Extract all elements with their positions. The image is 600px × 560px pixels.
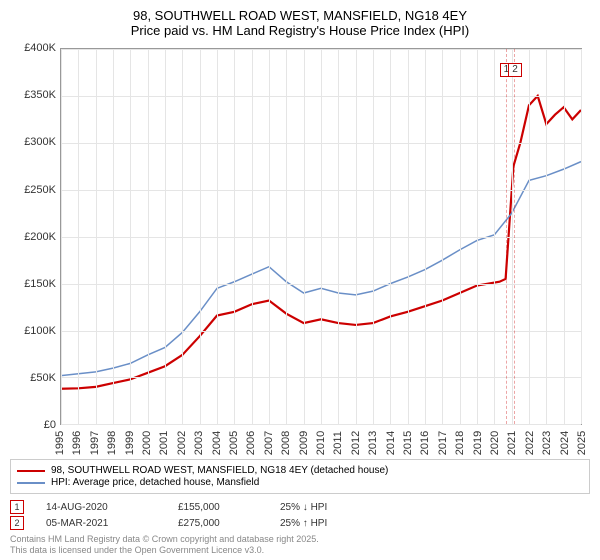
- event-date: 14-AUG-2020: [46, 502, 156, 513]
- chart-container: 98, SOUTHWELL ROAD WEST, MANSFIELD, NG18…: [0, 0, 600, 560]
- y-axis-label: £200K: [12, 231, 56, 243]
- x-axis-label: 2019: [472, 431, 484, 455]
- event-delta: 25% ↓ HPI: [280, 502, 327, 513]
- x-axis-label: 1995: [54, 431, 66, 455]
- y-axis-label: £300K: [12, 136, 56, 148]
- x-axis-label: 2022: [524, 431, 536, 455]
- event-marker: 1: [10, 500, 24, 514]
- legend-swatch: [17, 482, 45, 484]
- footer: Contains HM Land Registry data © Crown c…: [10, 534, 590, 556]
- chart-area: 12 £0£50K£100K£150K£200K£250K£300K£350K£…: [60, 48, 582, 425]
- legend-label: 98, SOUTHWELL ROAD WEST, MANSFIELD, NG18…: [51, 465, 388, 476]
- event-date: 05-MAR-2021: [46, 518, 156, 529]
- y-axis-label: £100K: [12, 325, 56, 337]
- title-line-2: Price paid vs. HM Land Registry's House …: [10, 23, 590, 38]
- chart-wrap: 12 £0 £50K £100K £150K £200K £250K £300K £350K £…: [10, 44, 590, 453]
- legend-swatch: [17, 470, 45, 472]
- x-axis-label: 2024: [559, 431, 571, 455]
- x-axis-label: 2001: [158, 431, 170, 455]
- event-delta: 25% ↑ HPI: [280, 518, 327, 529]
- legend-row: HPI: Average price, detached house, Mans…: [17, 477, 583, 488]
- legend-row: 98, SOUTHWELL ROAD WEST, MANSFIELD, NG18…: [17, 465, 583, 476]
- y-axis-label: £400K: [12, 42, 56, 54]
- y-axis-label: £150K: [12, 278, 56, 290]
- x-axis-label: 2005: [228, 431, 240, 455]
- y-axis-label: £250K: [12, 184, 56, 196]
- event-row: 2 05-MAR-2021 £275,000 25% ↑ HPI: [10, 516, 590, 530]
- x-axis-label: 2003: [193, 431, 205, 455]
- x-axis-label: 2011: [332, 432, 344, 456]
- y-axis-label: £350K: [12, 89, 56, 101]
- y-axis-label: £0: [12, 419, 56, 431]
- x-axis-label: 2023: [541, 431, 553, 455]
- plot-region: 12: [60, 48, 582, 425]
- x-axis-label: 1996: [71, 431, 83, 455]
- x-axis-label: 2004: [211, 431, 223, 455]
- legend-label: HPI: Average price, detached house, Mans…: [51, 477, 259, 488]
- x-axis-label: 2018: [454, 431, 466, 455]
- x-axis-label: 2020: [489, 431, 501, 455]
- x-axis-label: 2015: [402, 431, 414, 455]
- x-axis-label: 1999: [124, 431, 136, 455]
- x-axis-label: 2014: [385, 431, 397, 455]
- footer-line: Contains HM Land Registry data © Crown c…: [10, 534, 590, 545]
- x-axis-label: 2012: [350, 431, 362, 455]
- x-axis-label: 2009: [298, 431, 310, 455]
- x-axis-label: 2008: [280, 431, 292, 455]
- x-axis-label: 2007: [263, 431, 275, 455]
- x-axis-label: 2013: [367, 431, 379, 455]
- y-axis-label: £50K: [12, 372, 56, 384]
- chart-marker: 2: [508, 63, 522, 77]
- x-axis-label: 2021: [506, 431, 518, 455]
- x-axis-label: 2002: [176, 431, 188, 455]
- x-axis-label: 2025: [576, 431, 588, 455]
- x-axis-label: 2016: [419, 431, 431, 455]
- event-price: £155,000: [178, 502, 258, 513]
- footer-line: This data is licensed under the Open Gov…: [10, 545, 590, 556]
- event-row: 1 14-AUG-2020 £155,000 25% ↓ HPI: [10, 500, 590, 514]
- x-axis-label: 2010: [315, 431, 327, 455]
- title-line-1: 98, SOUTHWELL ROAD WEST, MANSFIELD, NG18…: [10, 8, 590, 23]
- x-axis-label: 2000: [141, 431, 153, 455]
- event-price: £275,000: [178, 518, 258, 529]
- x-axis-label: 2017: [437, 431, 449, 455]
- legend: 98, SOUTHWELL ROAD WEST, MANSFIELD, NG18…: [10, 459, 590, 494]
- x-axis-label: 1997: [89, 431, 101, 455]
- x-axis-label: 1998: [106, 431, 118, 455]
- events-table: 1 14-AUG-2020 £155,000 25% ↓ HPI 2 05-MA…: [10, 498, 590, 532]
- x-axis-label: 2006: [245, 431, 257, 455]
- event-marker: 2: [10, 516, 24, 530]
